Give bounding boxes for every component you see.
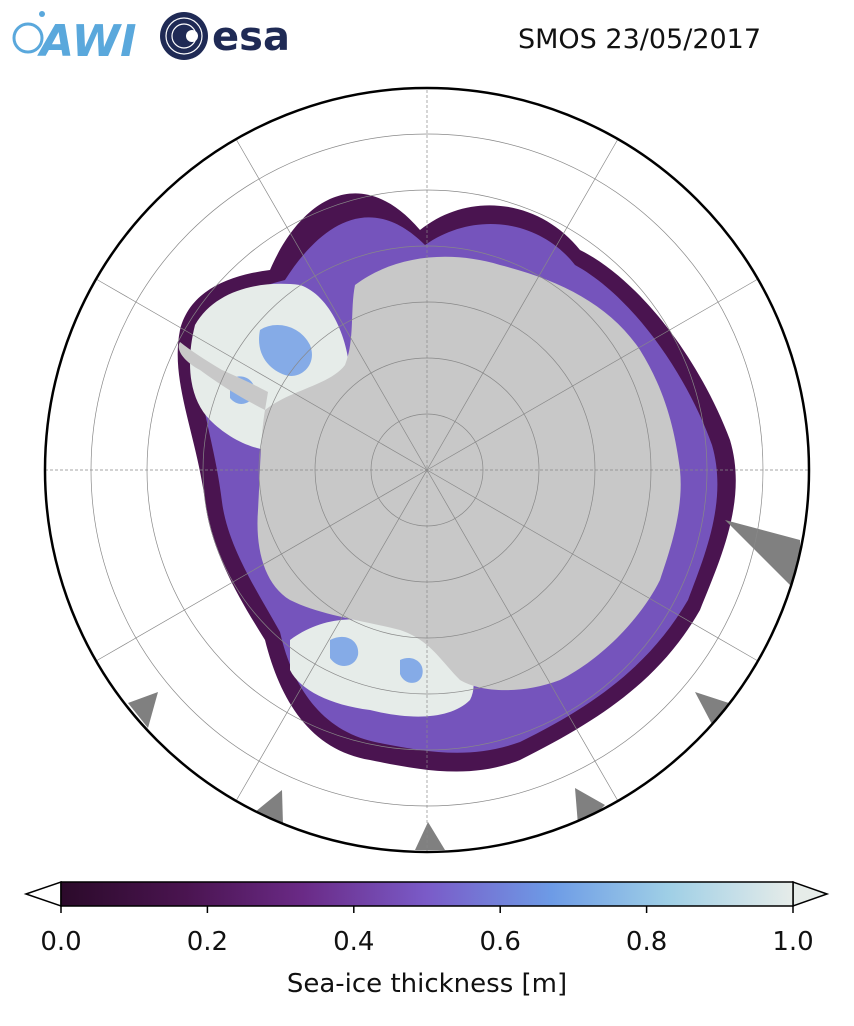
weddell-sea-ice-patches (230, 325, 323, 425)
colorbar-label: Sea-ice thickness [m] (287, 969, 567, 999)
sea-ice-map[interactable] (0, 80, 854, 870)
missing-data-southeast (695, 692, 735, 730)
missing-data-southwest-2 (128, 692, 158, 728)
esa-logo: esa (160, 12, 290, 60)
colorbar-tick-0: 0.0 (40, 927, 81, 957)
awi-logo-text: AWI (37, 16, 137, 62)
ross-sea-ice-patches (330, 636, 423, 683)
colorbar-gradient (60, 881, 794, 907)
colorbar-tick-3: 0.6 (480, 927, 521, 957)
colorbar-tick-4: 0.8 (626, 927, 667, 957)
awi-logo: AWI (12, 11, 137, 62)
map-title: SMOS 23/05/2017 (518, 24, 762, 55)
colorbar-tick-1: 0.2 (187, 927, 228, 957)
colorbar: 0.0 0.2 0.4 0.6 0.8 1.0 Sea-ice thicknes… (23, 880, 830, 999)
colorbar-tick-2: 0.4 (333, 927, 374, 957)
missing-data-southwest-1 (255, 790, 283, 825)
colorbar-extend-high (792, 880, 830, 908)
esa-logo-text: esa (212, 14, 290, 60)
map-boundary (43, 86, 811, 854)
colorbar-tick-5: 1.0 (772, 927, 813, 957)
logo-bar: AWI esa (12, 11, 290, 62)
colorbar-extend-low (23, 880, 62, 908)
antarctica-land (257, 256, 681, 691)
missing-data-east (725, 520, 800, 590)
missing-data-south-2 (415, 822, 445, 850)
graticule (45, 88, 809, 852)
missing-data-south-1 (575, 788, 605, 825)
